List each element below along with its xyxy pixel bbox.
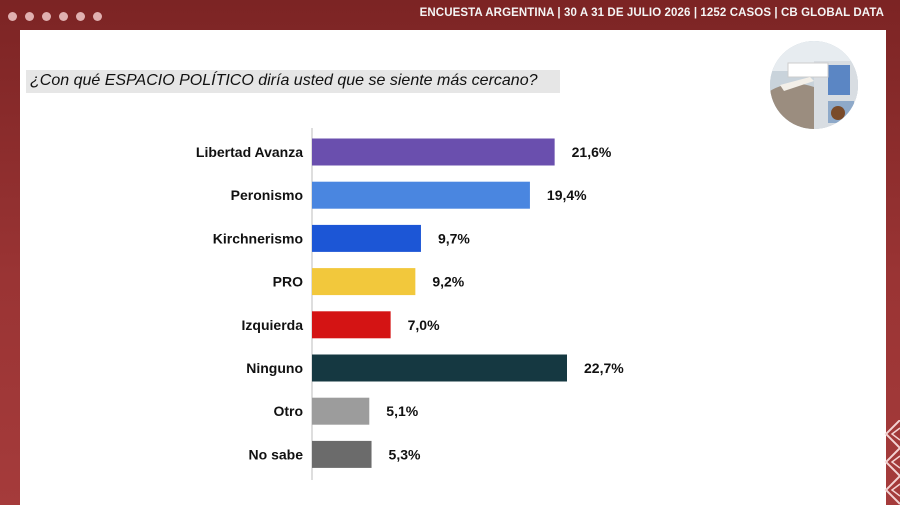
bar [312,397,370,425]
value-label: 22,7% [584,360,624,376]
bar [312,138,555,166]
dot-icon [76,12,85,21]
dot-icon [8,12,17,21]
bar [312,311,391,339]
value-label: 7,0% [408,317,440,333]
value-label: 19,4% [547,187,587,203]
decorative-dots [8,12,102,21]
dot-icon [25,12,34,21]
survey-question: ¿Con qué ESPACIO POLÍTICO diría usted qu… [26,70,560,93]
bar [312,440,372,468]
bar [312,181,530,209]
category-label: Izquierda [242,317,304,333]
value-label: 9,7% [438,230,470,246]
dot-icon [42,12,51,21]
category-label: Libertad Avanza [196,144,303,160]
category-label: Otro [273,403,303,419]
dot-icon [93,12,102,21]
value-label: 21,6% [572,144,612,160]
category-label: PRO [273,274,303,290]
category-label: Kirchnerismo [213,230,303,246]
content-card [20,30,886,505]
bar [312,224,421,252]
category-label: Ninguno [246,360,303,376]
bar [312,354,567,382]
dot-icon [59,12,68,21]
ballot-box-photo-icon [770,41,858,129]
value-label: 9,2% [432,274,464,290]
category-label: Peronismo [231,187,303,203]
category-label: No sabe [249,446,304,462]
bar [312,268,416,296]
decorative-pattern [880,420,900,505]
value-label: 5,3% [389,446,421,462]
survey-header: ENCUESTA ARGENTINA | 30 A 31 DE JULIO 20… [419,7,884,19]
value-label: 5,1% [386,403,418,419]
